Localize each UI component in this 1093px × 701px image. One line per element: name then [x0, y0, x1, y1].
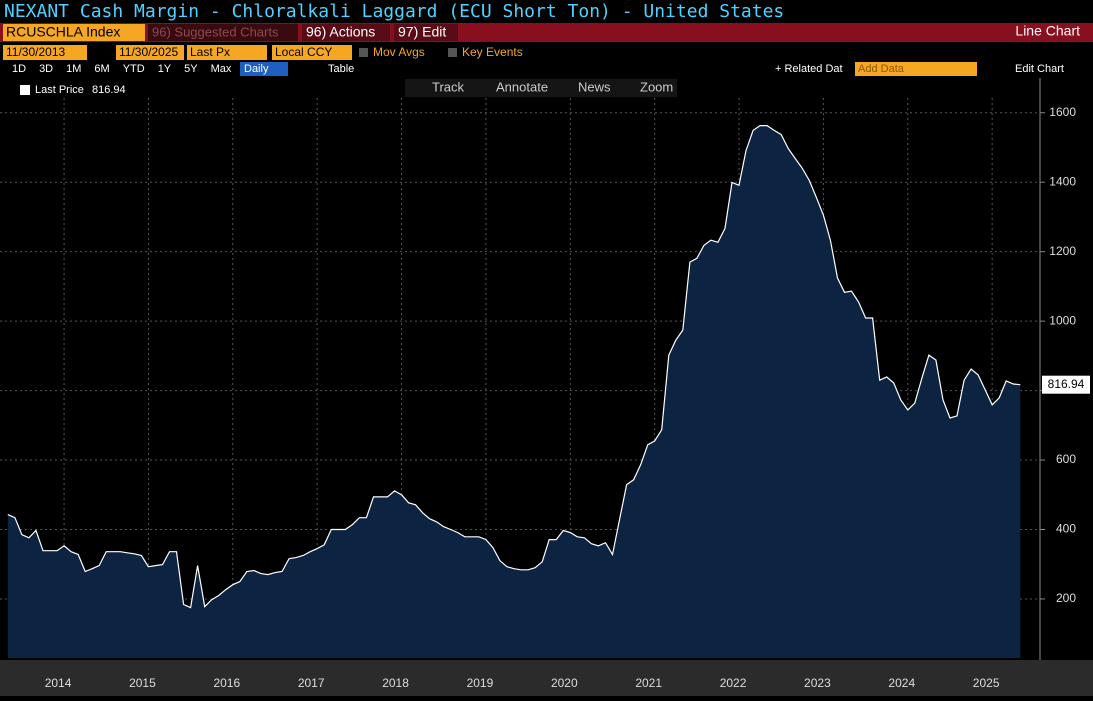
y-tick-label: 1400: [1049, 174, 1076, 188]
x-tick-label: 2025: [973, 676, 1000, 690]
x-tick-label: 2023: [804, 676, 831, 690]
x-tick-label: 2019: [467, 676, 494, 690]
period: Daily: [244, 63, 269, 75]
menu-item: 96) Suggested Charts: [152, 24, 279, 39]
checkbox[interactable]: [448, 48, 457, 57]
legend-swatch: [20, 85, 30, 95]
last-value-label: 816.94: [1048, 377, 1085, 391]
y-tick-label: 1600: [1049, 105, 1076, 119]
tool-button[interactable]: Track: [432, 79, 465, 94]
y-tick-label: 1000: [1049, 313, 1076, 327]
tools: Track Annotate News Zoom: [432, 79, 673, 94]
currency: Local CCY: [275, 45, 332, 59]
menu-button[interactable]: [148, 24, 298, 41]
x-axis-band: [0, 660, 1093, 696]
y-tick-label: 600: [1056, 452, 1076, 466]
x-tick-label: 2015: [129, 676, 156, 690]
x-tick-label: 2017: [298, 676, 325, 690]
range-button[interactable]: 1Y: [158, 63, 172, 75]
date-input[interactable]: [116, 45, 184, 60]
range-button[interactable]: 1M: [66, 63, 81, 75]
option: Mov Avgs: [373, 45, 425, 59]
menu-item: 97) Edit: [398, 24, 446, 40]
tool-button[interactable]: Annotate: [496, 79, 548, 94]
tool-bar: [405, 79, 677, 97]
range-button[interactable]: 3D: [39, 63, 53, 75]
range-button[interactable]: 1D: [12, 63, 26, 75]
last-value-tag: [1042, 375, 1090, 394]
legend-value: 816.94: [92, 84, 126, 96]
edit-chart[interactable]: Edit Chart: [1015, 63, 1064, 75]
legend-label: Last Price: [35, 84, 84, 96]
x-tick-label: 2016: [213, 676, 240, 690]
y-tick-label: 200: [1056, 591, 1076, 605]
ticker-box[interactable]: [3, 24, 145, 41]
field: Last Px: [190, 45, 230, 59]
x-tick-label: 2014: [45, 676, 72, 690]
y-tick-label: 400: [1056, 522, 1076, 536]
menu-item: 96) Actions: [306, 24, 375, 40]
range-button[interactable]: YTD: [123, 63, 145, 75]
end-date: 11/30/2025: [119, 45, 178, 59]
range-button[interactable]: 6M: [94, 63, 109, 75]
checkbox[interactable]: [359, 48, 368, 57]
x-tick-label: 2022: [720, 676, 747, 690]
range-buttons: 1D 3D 1M 6M YTD 1Y 5Y Max: [12, 63, 232, 75]
chart-kind: Line Chart: [1015, 23, 1080, 39]
area: [7, 125, 1021, 659]
period-button[interactable]: [240, 62, 288, 76]
currency-input[interactable]: [272, 45, 352, 60]
tool-button[interactable]: News: [578, 79, 611, 94]
x-tick-label: 2024: [888, 676, 915, 690]
x-tick-label: 2020: [551, 676, 578, 690]
range-button[interactable]: 5Y: [184, 63, 198, 75]
x-tick-label: 2018: [382, 676, 409, 690]
add-data: Add Data: [858, 63, 905, 75]
related-data[interactable]: + Related Dat: [775, 63, 843, 75]
menu-button[interactable]: [394, 24, 458, 41]
line: [7, 125, 1021, 609]
tool-button[interactable]: Zoom: [640, 79, 673, 94]
title: NEXANT Cash Margin - Chloralkali Laggard…: [4, 1, 784, 22]
option: Key Events: [462, 45, 523, 59]
date-input[interactable]: [3, 45, 87, 60]
range-button[interactable]: Max: [211, 63, 232, 75]
plot: 2004006008001000120014001600816.94: [0, 78, 1090, 696]
start-date: 11/30/2013: [6, 45, 65, 59]
y-tick-label: 1200: [1049, 244, 1076, 258]
add-data-input[interactable]: [855, 62, 977, 76]
x-tick-label: 2021: [635, 676, 662, 690]
field-input[interactable]: [187, 45, 267, 60]
ticker: RCUSCHLA Index: [6, 24, 120, 40]
menu-button[interactable]: [302, 24, 390, 41]
table-button[interactable]: Table: [328, 63, 354, 75]
